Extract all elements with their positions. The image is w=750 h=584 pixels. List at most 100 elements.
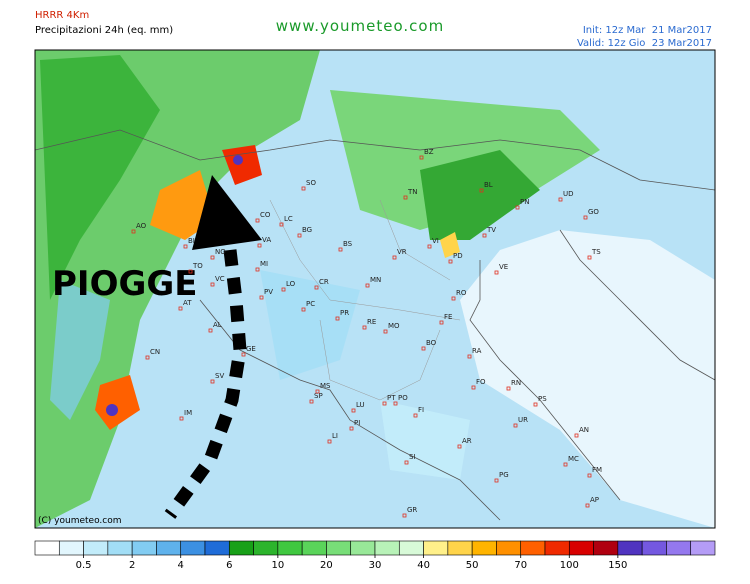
city-marker — [131, 229, 136, 234]
city-marker — [210, 379, 215, 384]
city-marker — [338, 247, 343, 252]
city-marker — [451, 296, 456, 301]
city-label: FE — [444, 313, 452, 321]
city-marker — [427, 244, 432, 249]
color-swatch — [690, 540, 716, 556]
city-label: PC — [306, 300, 315, 308]
city-label: FI — [418, 406, 424, 414]
city-label: TO — [192, 262, 203, 270]
color-swatch — [666, 540, 692, 556]
city-marker — [255, 218, 260, 223]
city-marker — [301, 307, 306, 312]
city-label: PO — [398, 394, 408, 402]
city-marker — [314, 285, 319, 290]
color-swatch — [204, 540, 230, 556]
city-label: TS — [591, 248, 601, 256]
city-marker — [259, 295, 264, 300]
city-marker — [457, 444, 462, 449]
city-label: SV — [215, 372, 224, 380]
city-label: MO — [388, 322, 400, 330]
tick-label: 20 — [320, 560, 333, 571]
city-label: AL — [213, 321, 222, 329]
tick-label: 4 — [178, 560, 184, 571]
city-marker — [241, 352, 246, 357]
city-label: RO — [456, 289, 467, 297]
annotation: PIOGGE — [52, 264, 198, 304]
city-marker — [494, 270, 499, 275]
city-marker — [563, 462, 568, 467]
city-marker — [587, 255, 592, 260]
tick-label: 70 — [514, 560, 527, 571]
city-label: PS — [538, 395, 547, 403]
city-label: SO — [306, 179, 316, 187]
city-marker — [471, 385, 476, 390]
city-marker — [448, 259, 453, 264]
color-swatch — [277, 540, 303, 556]
city-label: SI — [409, 453, 416, 461]
city-label: CN — [150, 348, 160, 356]
arrow-head — [192, 175, 262, 250]
tick-label: 150 — [608, 560, 627, 571]
city-label: SP — [314, 392, 323, 400]
tick-label: 0.5 — [76, 560, 92, 571]
city-label: PR — [340, 309, 349, 317]
color-swatch — [423, 540, 449, 556]
city-marker — [419, 155, 424, 160]
city-label: PN — [520, 198, 529, 206]
city-label: LI — [332, 432, 338, 440]
city-marker — [351, 408, 356, 413]
city-label: BO — [426, 339, 437, 347]
color-swatch — [83, 540, 109, 556]
color-swatch — [447, 540, 473, 556]
city-label: MI — [260, 260, 268, 268]
city-label: PV — [264, 288, 273, 296]
color-swatch — [253, 540, 279, 556]
city-marker — [513, 423, 518, 428]
city-marker — [583, 215, 588, 220]
city-marker — [362, 325, 367, 330]
city-label: VA — [262, 236, 271, 244]
city-marker — [439, 320, 444, 325]
city-marker — [479, 188, 484, 193]
city-label: UD — [563, 190, 574, 198]
color-swatch — [496, 540, 522, 556]
color-swatch — [107, 540, 133, 556]
tick-label: 50 — [466, 560, 479, 571]
color-swatch — [593, 540, 619, 556]
city-label: FO — [476, 378, 486, 386]
city-label: RA — [472, 347, 482, 355]
city-label: VE — [499, 263, 508, 271]
city-label: BG — [302, 226, 312, 234]
city-marker — [179, 416, 184, 421]
city-marker — [301, 186, 306, 191]
tick-label: 10 — [271, 560, 284, 571]
tick-label: 30 — [369, 560, 382, 571]
color-swatch — [568, 540, 594, 556]
city-label: GE — [246, 345, 256, 353]
city-marker — [297, 233, 302, 238]
color-swatch — [641, 540, 667, 556]
tick-label: 40 — [417, 560, 430, 571]
city-label: AR — [462, 437, 472, 445]
model-label: HRRR 4Km — [35, 10, 89, 21]
city-label: TN — [407, 188, 418, 196]
city-marker — [210, 255, 215, 260]
product-label: Precipitazioni 24h (eq. mm) — [35, 25, 173, 36]
color-swatch — [326, 540, 352, 556]
city-label: PG — [499, 471, 509, 479]
city-label: MC — [568, 455, 579, 463]
map-frame — [34, 49, 716, 529]
city-marker — [183, 244, 188, 249]
city-label: BI — [188, 237, 195, 245]
color-swatch — [544, 540, 570, 556]
city-label: NO — [215, 248, 226, 256]
color-swatch — [58, 540, 84, 556]
color-swatch — [180, 540, 206, 556]
city-label: CO — [260, 211, 271, 219]
city-label: RE — [367, 318, 376, 326]
city-marker — [574, 433, 579, 438]
city-marker — [210, 282, 215, 287]
color-swatch — [617, 540, 643, 556]
init-time: Init: 12z Mar 21 Mar2017 — [583, 25, 712, 36]
